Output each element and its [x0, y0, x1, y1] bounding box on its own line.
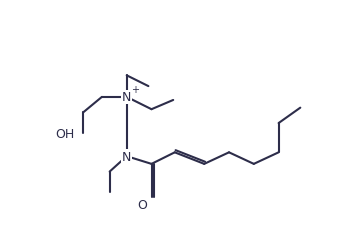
Text: N: N	[122, 91, 131, 104]
Text: OH: OH	[55, 127, 74, 140]
Text: O: O	[137, 198, 147, 211]
Text: +: +	[131, 84, 139, 94]
Text: N: N	[122, 150, 131, 163]
